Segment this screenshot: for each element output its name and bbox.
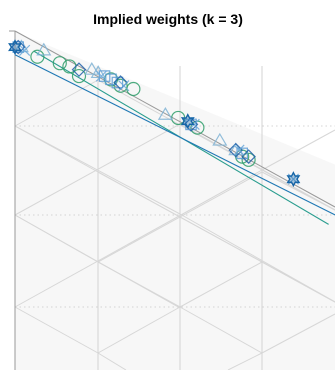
grid-diagonal-line xyxy=(97,352,127,370)
grid-diagonal-line xyxy=(14,125,181,215)
grid-diagonal-line xyxy=(261,313,335,354)
triangle-marker xyxy=(157,107,173,120)
triangle-marker xyxy=(90,65,106,79)
grid-diagonal-line xyxy=(14,79,99,127)
grid-diagonal-line xyxy=(97,306,181,354)
x-cross-marker xyxy=(118,80,130,92)
x-cross-marker xyxy=(233,144,245,156)
triangle-marker xyxy=(13,39,29,53)
star-marker xyxy=(8,39,22,56)
triangle-marker xyxy=(36,42,52,56)
triangle-marker xyxy=(228,142,244,156)
star-marker xyxy=(180,113,195,130)
grid-diagonal-line xyxy=(179,261,263,308)
grid-diagonal-line xyxy=(14,214,99,263)
upper-region xyxy=(14,30,335,165)
star-marker xyxy=(286,171,301,188)
grid-diagonal-line xyxy=(227,352,263,370)
grid-diagonal-line xyxy=(14,306,99,354)
grid-diagonal-line xyxy=(14,169,263,308)
ternary-grid xyxy=(9,30,335,370)
grid-diagonal-line xyxy=(261,261,335,303)
triangle-marker xyxy=(84,61,100,75)
square-marker xyxy=(236,147,248,160)
data-markers xyxy=(8,39,301,188)
diamond-marker xyxy=(183,117,199,132)
diamond-marker xyxy=(241,149,256,164)
triangle-marker xyxy=(212,132,228,146)
circle-marker xyxy=(52,56,67,71)
grid-diagonal-line xyxy=(179,123,335,211)
grid-diagonal-line xyxy=(179,306,263,354)
chart-title: Implied weights (k = 3) xyxy=(93,11,243,27)
grid-diagonal-line xyxy=(261,171,335,211)
square-marker xyxy=(111,76,124,89)
trend-line xyxy=(14,54,335,216)
square-marker xyxy=(105,73,117,86)
plot-background xyxy=(15,31,335,370)
circle-marker xyxy=(71,68,87,84)
grid-diagonal-line xyxy=(261,129,335,171)
square-marker xyxy=(12,41,24,53)
square-marker xyxy=(98,70,111,82)
x-cross-marker xyxy=(95,70,108,82)
grid-diagonal-line xyxy=(97,171,263,263)
grid-diagonal-line xyxy=(97,261,181,308)
circle-marker xyxy=(30,49,45,64)
diamond-marker xyxy=(71,62,87,77)
x-cross-marker xyxy=(18,44,31,56)
circle-marker xyxy=(241,152,256,167)
diamond-marker xyxy=(10,39,26,55)
diamond-marker xyxy=(228,142,244,158)
